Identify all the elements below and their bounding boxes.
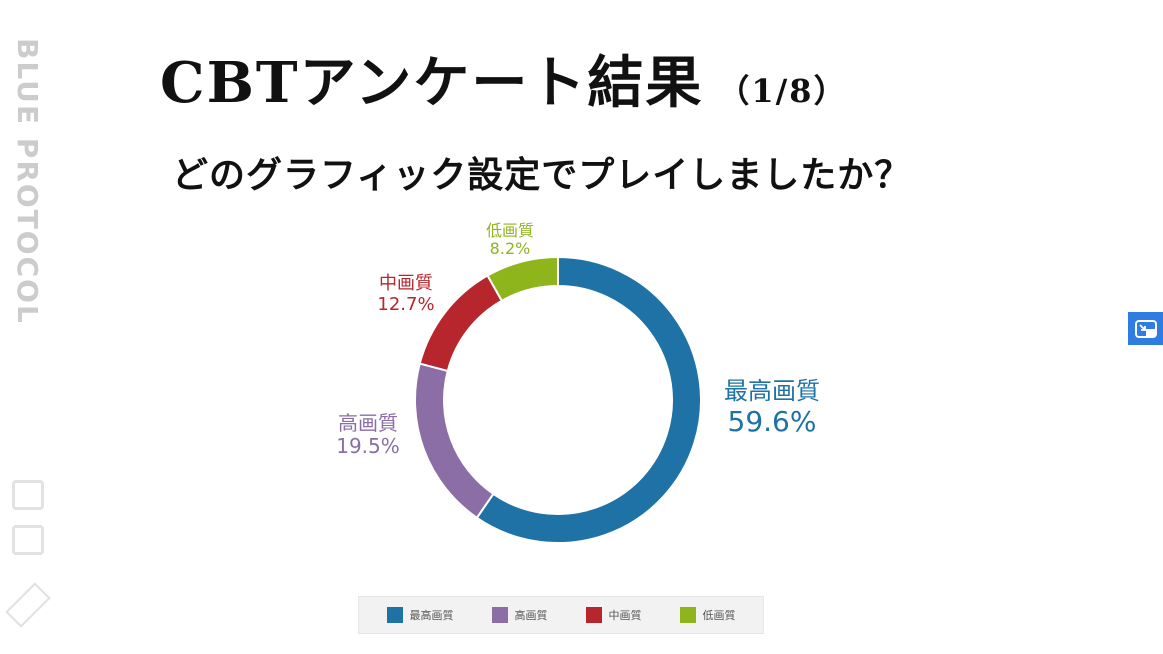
legend-item: 中画質 — [585, 607, 642, 623]
emblem-icon — [12, 480, 44, 510]
legend-swatch — [386, 607, 403, 623]
legend-swatch — [679, 607, 696, 623]
slice-category: 高画質 — [338, 411, 398, 435]
slice-label: 高画質 19.5% — [288, 412, 448, 458]
title-text: CBTアンケート結果 — [160, 50, 704, 116]
slice-percent: 12.7% — [377, 293, 435, 315]
donut-slice-1 — [475, 255, 702, 544]
pip-button[interactable] — [1128, 312, 1163, 345]
slice-percent: 8.2% — [489, 239, 531, 259]
legend-label: 最高画質 — [409, 609, 454, 622]
page-indicator: （1/8） — [717, 72, 848, 110]
slice-label: 中画質 12.7% — [326, 273, 486, 315]
slice-percent: 19.5% — [336, 434, 400, 458]
chart-legend: 最高画質 高画質 中画質 低画質 — [358, 596, 764, 634]
legend-swatch — [585, 607, 602, 623]
legend-label: 低画質 — [702, 609, 736, 622]
blue-protocol-logo: BLUE PROTOCOL — [5, 20, 51, 640]
slice-category: 低画質 — [485, 221, 534, 240]
slice-label: 最高画質 59.6% — [692, 377, 852, 438]
picture-in-picture-icon — [1134, 319, 1157, 338]
legend-label: 高画質 — [514, 609, 548, 622]
question-text: どのグラフィック設定でプレイしましたか？ — [172, 155, 912, 196]
slice-label: 低画質 8.2% — [430, 221, 590, 259]
page-title: CBTアンケート結果 （1/8） — [160, 38, 848, 119]
crest-icon — [12, 525, 44, 555]
legend-item: 高画質 — [491, 607, 548, 623]
slice-category: 中画質 — [379, 273, 433, 294]
slice-percent: 59.6% — [727, 404, 817, 438]
legend-label: 中画質 — [608, 609, 642, 622]
legend-item: 低画質 — [679, 607, 736, 623]
legend-item: 最高画質 — [386, 607, 454, 623]
slice-category: 最高画質 — [724, 377, 820, 405]
donut-slice-4 — [486, 255, 559, 303]
legend-swatch — [491, 607, 508, 623]
